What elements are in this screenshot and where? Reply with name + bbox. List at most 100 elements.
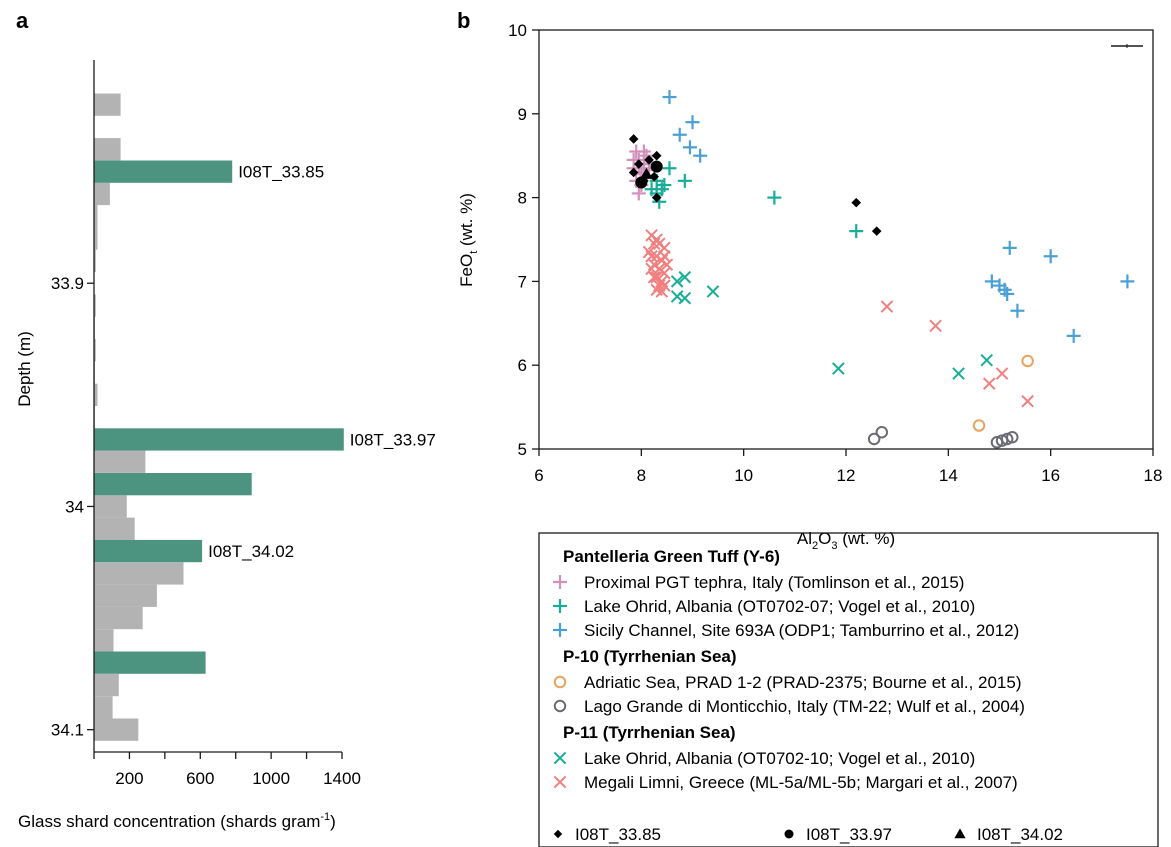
background-bar	[94, 383, 98, 406]
legend-sample-entry: I08T_33.97	[806, 825, 892, 844]
legend-entry: Lago Grande di Monticchio, Italy (TM-22;…	[584, 697, 1025, 716]
al2o3-tick-label: 18	[1144, 466, 1163, 485]
background-bar	[94, 294, 96, 317]
legend-marker	[553, 575, 567, 589]
data-point	[1021, 394, 1034, 408]
data-point	[875, 425, 889, 439]
background-bar	[94, 249, 96, 272]
legend-marker	[553, 775, 567, 789]
background-bar	[94, 629, 114, 652]
sample-point	[871, 226, 882, 236]
al2o3-ticks: 6 8 10 12 14 16 18	[534, 449, 1162, 485]
sample-point	[651, 150, 662, 161]
panel-a-letter: a	[16, 8, 29, 33]
legend-group-heading: P-10 (Tyrrhenian Sea)	[563, 647, 737, 666]
concentration-ticks: 200 600 1000 1400	[93, 752, 361, 788]
concentration-tick-label: 1400	[323, 769, 361, 788]
legend-marker	[553, 699, 567, 713]
concentration-tick-label: 600	[186, 769, 214, 788]
legend-sample-marker	[553, 829, 563, 839]
sample-point	[851, 197, 862, 208]
al2o3-axis-label: Al2O3 (wt. %)	[797, 529, 895, 552]
al2o3-tick-label: 6	[534, 466, 543, 485]
data-point	[1043, 249, 1058, 264]
al2o3-tick-label: 14	[939, 466, 958, 485]
legend-group-heading: P-11 (Tyrrhenian Sea)	[563, 723, 736, 742]
bar-label: I08T_33.97	[350, 431, 436, 450]
data-point	[995, 367, 1009, 380]
sample-bar	[94, 428, 344, 451]
legend-entry: Lake Ohrid, Albania (OT0702-07; Vogel et…	[584, 597, 975, 616]
background-bars	[94, 93, 184, 741]
depth-ticks: 33.9 34 34.1	[51, 274, 94, 740]
background-bar	[94, 718, 139, 741]
data-point	[972, 419, 986, 432]
legend-marker	[553, 675, 567, 689]
legend-entry: Sicily Channel, Site 693A (ODP1; Tamburr…	[584, 621, 1019, 640]
feo-tick-label: 6	[518, 356, 527, 375]
feo-ticks: 5 6 7 8 9 10	[508, 21, 539, 459]
sample-point	[644, 155, 654, 165]
data-point	[1010, 303, 1025, 318]
data-point	[980, 353, 994, 367]
legend-entry: Megali Limni, Greece (ML-5a/ML-5b; Marga…	[584, 773, 1018, 792]
background-bar	[94, 562, 184, 585]
data-point	[662, 90, 677, 105]
feo-tick-label: 7	[518, 272, 527, 291]
legend-entry: Adriatic Sea, PRAD 1-2 (PRAD-2375; Bourn…	[584, 673, 1022, 692]
depth-tick-label: 34.1	[51, 721, 84, 740]
data-point	[929, 319, 942, 333]
data-point	[1120, 274, 1135, 289]
data-point	[1021, 354, 1034, 368]
legend-sample-marker	[954, 828, 966, 839]
legend-group-heading: Pantelleria Green Tuff (Y-6)	[563, 547, 780, 566]
background-bar	[94, 450, 146, 473]
data-point	[657, 178, 672, 193]
sample-point	[628, 134, 639, 144]
feo-axis-label: FeOt (wt. %)	[457, 193, 480, 287]
background-bar	[94, 495, 127, 518]
data-point	[655, 285, 669, 298]
concentration-tick-label: 1000	[252, 769, 290, 788]
sample-bar	[94, 473, 252, 496]
legend-sample-entry: I08T_33.85	[575, 825, 661, 844]
data-point	[1002, 240, 1017, 255]
sample-point	[633, 159, 644, 169]
concentration-axis-label: Glass shard concentration (shards gram-1…	[18, 811, 336, 831]
data-point	[678, 270, 692, 284]
data-point	[658, 249, 671, 263]
sample-bar	[94, 160, 233, 183]
legend: Pantelleria Green Tuff (Y-6) Proximal PGT…	[538, 532, 1159, 847]
bar-labels: I08T_33.85 I08T_33.97 I08T_34.02	[208, 163, 436, 561]
sample-bar	[94, 651, 206, 674]
feo-tick-label: 5	[518, 440, 527, 459]
data-point	[670, 290, 684, 303]
background-bar	[94, 339, 96, 362]
plot-frame	[538, 29, 1154, 450]
data-point	[1006, 431, 1019, 444]
highlighted-bars	[94, 160, 344, 674]
legend-sample-items: I08T_33.85 I08T_33.97 I08T_34.02	[553, 825, 1063, 844]
data-point	[645, 262, 658, 276]
sample-point	[628, 167, 639, 178]
sample-bar	[94, 539, 203, 563]
background-bar	[94, 606, 143, 630]
data-point	[658, 266, 671, 280]
data-point	[832, 362, 845, 375]
data-point	[682, 140, 697, 155]
data-point	[706, 285, 720, 298]
data-point	[642, 245, 656, 259]
data-point	[867, 432, 881, 446]
data-point	[631, 186, 646, 201]
bar-label: I08T_33.85	[238, 163, 324, 182]
data-point	[650, 233, 663, 246]
legend-sample-marker	[784, 829, 794, 839]
data-point	[984, 274, 999, 289]
legend-items: Pantelleria Green Tuff (Y-6) Proximal PGT…	[553, 547, 1025, 792]
data-point	[678, 291, 692, 305]
data-point	[636, 144, 651, 159]
sample-point	[640, 167, 653, 179]
background-bar	[94, 517, 135, 540]
